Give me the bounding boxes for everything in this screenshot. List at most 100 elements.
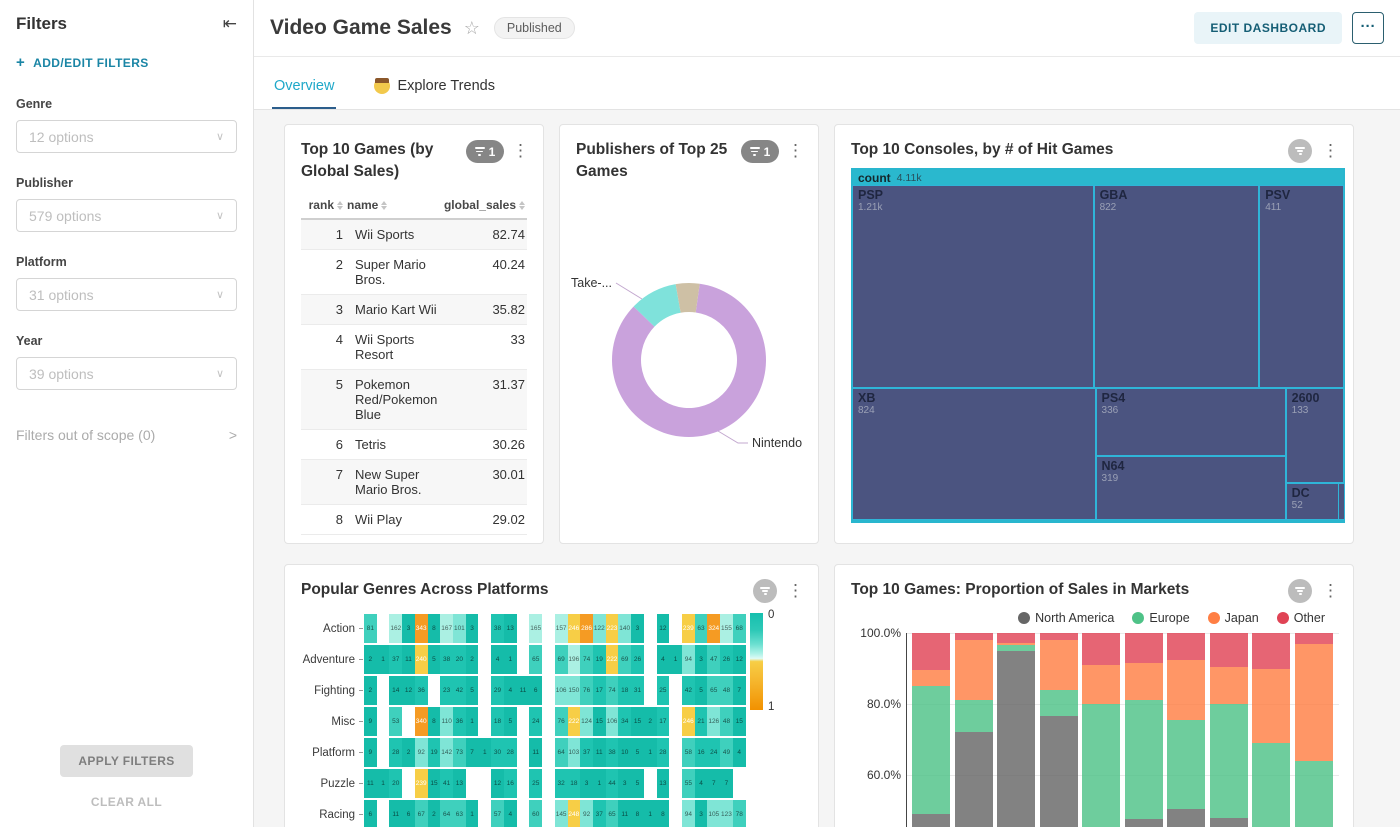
pie-slice-Take-...[interactable] <box>633 284 681 327</box>
filters-badge[interactable] <box>1288 139 1312 163</box>
bar-segment-other[interactable] <box>1209 633 1248 667</box>
bar-segment-other[interactable] <box>1039 633 1078 641</box>
column-header-rank[interactable]: rank <box>301 191 345 220</box>
kebab-menu-icon[interactable]: ⋮ <box>787 581 804 600</box>
bar-segment-japan[interactable] <box>1252 668 1290 744</box>
cell-value: 822 <box>1099 202 1117 213</box>
favorite-star-icon[interactable]: ☆ <box>463 17 480 38</box>
bar-segment-japan[interactable] <box>912 670 950 687</box>
bar-segment-europe[interactable] <box>997 645 1035 651</box>
kebab-menu-icon[interactable]: ⋮ <box>512 141 529 160</box>
platform-filter-select[interactable]: 31 options ∨ <box>16 278 237 311</box>
bar-segment-japan[interactable] <box>1039 640 1078 690</box>
bar-segment-other[interactable] <box>997 633 1035 643</box>
apply-filters-button[interactable]: APPLY FILTERS <box>60 745 193 777</box>
applied-filters-badge[interactable]: 1 <box>466 140 504 163</box>
bar-segment-north-america[interactable] <box>912 814 950 827</box>
bar-segment-other[interactable] <box>1124 633 1163 664</box>
legend-item-other[interactable]: Other <box>1276 611 1325 625</box>
bar-segment-japan[interactable] <box>1209 666 1248 704</box>
treemap-cell-sliver[interactable] <box>1338 483 1344 519</box>
clear-all-button[interactable]: CLEAR ALL <box>90 795 163 809</box>
treemap-cell-XB[interactable]: XB 824 <box>853 388 1095 519</box>
heatmap-cell: 57 <box>491 800 504 827</box>
pie-slice-Nintendo[interactable] <box>612 283 766 438</box>
bar-segment-europe[interactable] <box>1209 704 1248 818</box>
treemap-root-node[interactable]: count 4.11k <box>858 171 922 185</box>
treemap-cell-N64[interactable]: N64 319 <box>1096 457 1285 519</box>
bar-segment-other[interactable] <box>1082 633 1120 665</box>
bar-segment-japan[interactable] <box>997 642 1035 646</box>
bar-segment-other[interactable] <box>912 633 950 671</box>
bar-segment-japan[interactable] <box>1124 663 1163 701</box>
bar-segment-north-america[interactable] <box>1209 817 1248 827</box>
treemap-cell-GBA[interactable]: GBA 822 <box>1094 186 1259 387</box>
axis-tick <box>359 752 363 753</box>
markets-stacked-bar-chart[interactable]: 100.0% 80.0% 60.0% <box>835 565 1353 827</box>
kebab-menu-icon[interactable]: ⋮ <box>1322 141 1339 160</box>
applied-filters-badge[interactable]: 1 <box>741 140 779 163</box>
bar-segment-other[interactable] <box>954 633 993 641</box>
filters-out-of-scope[interactable]: Filters out of scope (0) > <box>16 427 237 443</box>
tab-overview[interactable]: Overview <box>272 64 337 109</box>
genres-heatmap[interactable]: Action 81 162 3 343 8 167 101 3 38 13 165 157 246 286 1… <box>285 613 746 827</box>
heatmap-cell: 12 <box>402 676 415 705</box>
heatmap-cell: 196 <box>567 645 581 674</box>
kebab-menu-icon[interactable]: ⋮ <box>787 141 804 160</box>
bar-segment-north-america[interactable] <box>997 650 1035 827</box>
heatmap-cell: 5 <box>503 707 517 736</box>
publishers-donut-chart[interactable]: Take-... Nintendo <box>560 125 819 544</box>
filters-badge[interactable] <box>753 579 777 603</box>
chart-legend[interactable]: North America Europe Japan Other <box>1018 611 1325 625</box>
legend-item-north-america[interactable]: North America <box>1018 611 1114 625</box>
treemap-cell-DC[interactable]: DC 52 <box>1286 483 1338 519</box>
heatmap-cell: 11 <box>389 800 403 827</box>
add-edit-filters-button[interactable]: + ADD/EDIT FILTERS <box>16 54 149 71</box>
bar-segment-europe[interactable] <box>1124 700 1163 820</box>
consoles-treemap[interactable]: count 4.11k PSP 1.21k GBA 822 PSV 411 XB 824 PS4… <box>851 168 1345 523</box>
column-header-name[interactable]: name <box>345 191 442 220</box>
bar-segment-japan[interactable] <box>1082 664 1120 704</box>
heatmap-cell: 5 <box>694 676 708 705</box>
collapse-sidebar-icon[interactable]: ⇤ <box>222 14 237 33</box>
treemap-cell-2600[interactable]: 2600 133 <box>1286 388 1343 482</box>
bar-segment-north-america[interactable] <box>1039 716 1078 827</box>
colorbar-min-label: 0 <box>768 609 775 621</box>
filters-badge[interactable] <box>1288 579 1312 603</box>
more-menu-button[interactable]: ··· <box>1352 12 1384 44</box>
bar-segment-other[interactable] <box>1294 633 1333 644</box>
column-header-global_sales[interactable]: global_sales <box>441 191 527 220</box>
bar-segment-other[interactable] <box>1167 633 1205 660</box>
treemap-cell-PSV[interactable]: PSV 411 <box>1260 186 1343 387</box>
bar-segment-north-america[interactable] <box>1124 819 1163 827</box>
edit-dashboard-button[interactable]: EDIT DASHBOARD <box>1194 12 1342 44</box>
kebab-menu-icon[interactable]: ⋮ <box>1322 581 1339 600</box>
bar-segment-europe[interactable] <box>1082 704 1120 827</box>
publisher-filter-select[interactable]: 579 options ∨ <box>16 199 237 232</box>
heatmap-cell: 53 <box>389 707 403 736</box>
bar-segment-north-america[interactable] <box>954 732 993 827</box>
treemap-cell-PS4[interactable]: PS4 336 <box>1096 388 1285 456</box>
bar-segment-north-america[interactable] <box>1167 808 1205 827</box>
heatmap-cell: 18 <box>567 769 581 798</box>
heatmap-cell: 162 <box>389 614 403 643</box>
filter-label-year: Year <box>16 334 43 348</box>
genre-filter-select[interactable]: 12 options ∨ <box>16 120 237 153</box>
pie-slice-other[interactable] <box>675 283 700 313</box>
bar-segment-europe[interactable] <box>1294 760 1333 827</box>
bar-segment-japan[interactable] <box>954 640 993 701</box>
bar-segment-japan[interactable] <box>1167 659 1205 720</box>
tab-explore-trends[interactable]: Explore Trends <box>372 64 497 109</box>
bar-segment-japan[interactable] <box>1294 643 1333 761</box>
legend-item-japan[interactable]: Japan <box>1207 611 1259 625</box>
axis-tick <box>359 783 363 784</box>
bar-segment-europe[interactable] <box>912 686 950 815</box>
year-filter-select[interactable]: 39 options ∨ <box>16 357 237 390</box>
bar-segment-europe[interactable] <box>1252 743 1290 827</box>
treemap-cell-PSP[interactable]: PSP 1.21k <box>853 186 1093 387</box>
bar-segment-europe[interactable] <box>954 700 993 733</box>
bar-segment-other[interactable] <box>1252 633 1290 669</box>
bar-segment-europe[interactable] <box>1039 689 1078 717</box>
bar-segment-europe[interactable] <box>1167 719 1205 809</box>
legend-item-europe[interactable]: Europe <box>1132 611 1190 625</box>
